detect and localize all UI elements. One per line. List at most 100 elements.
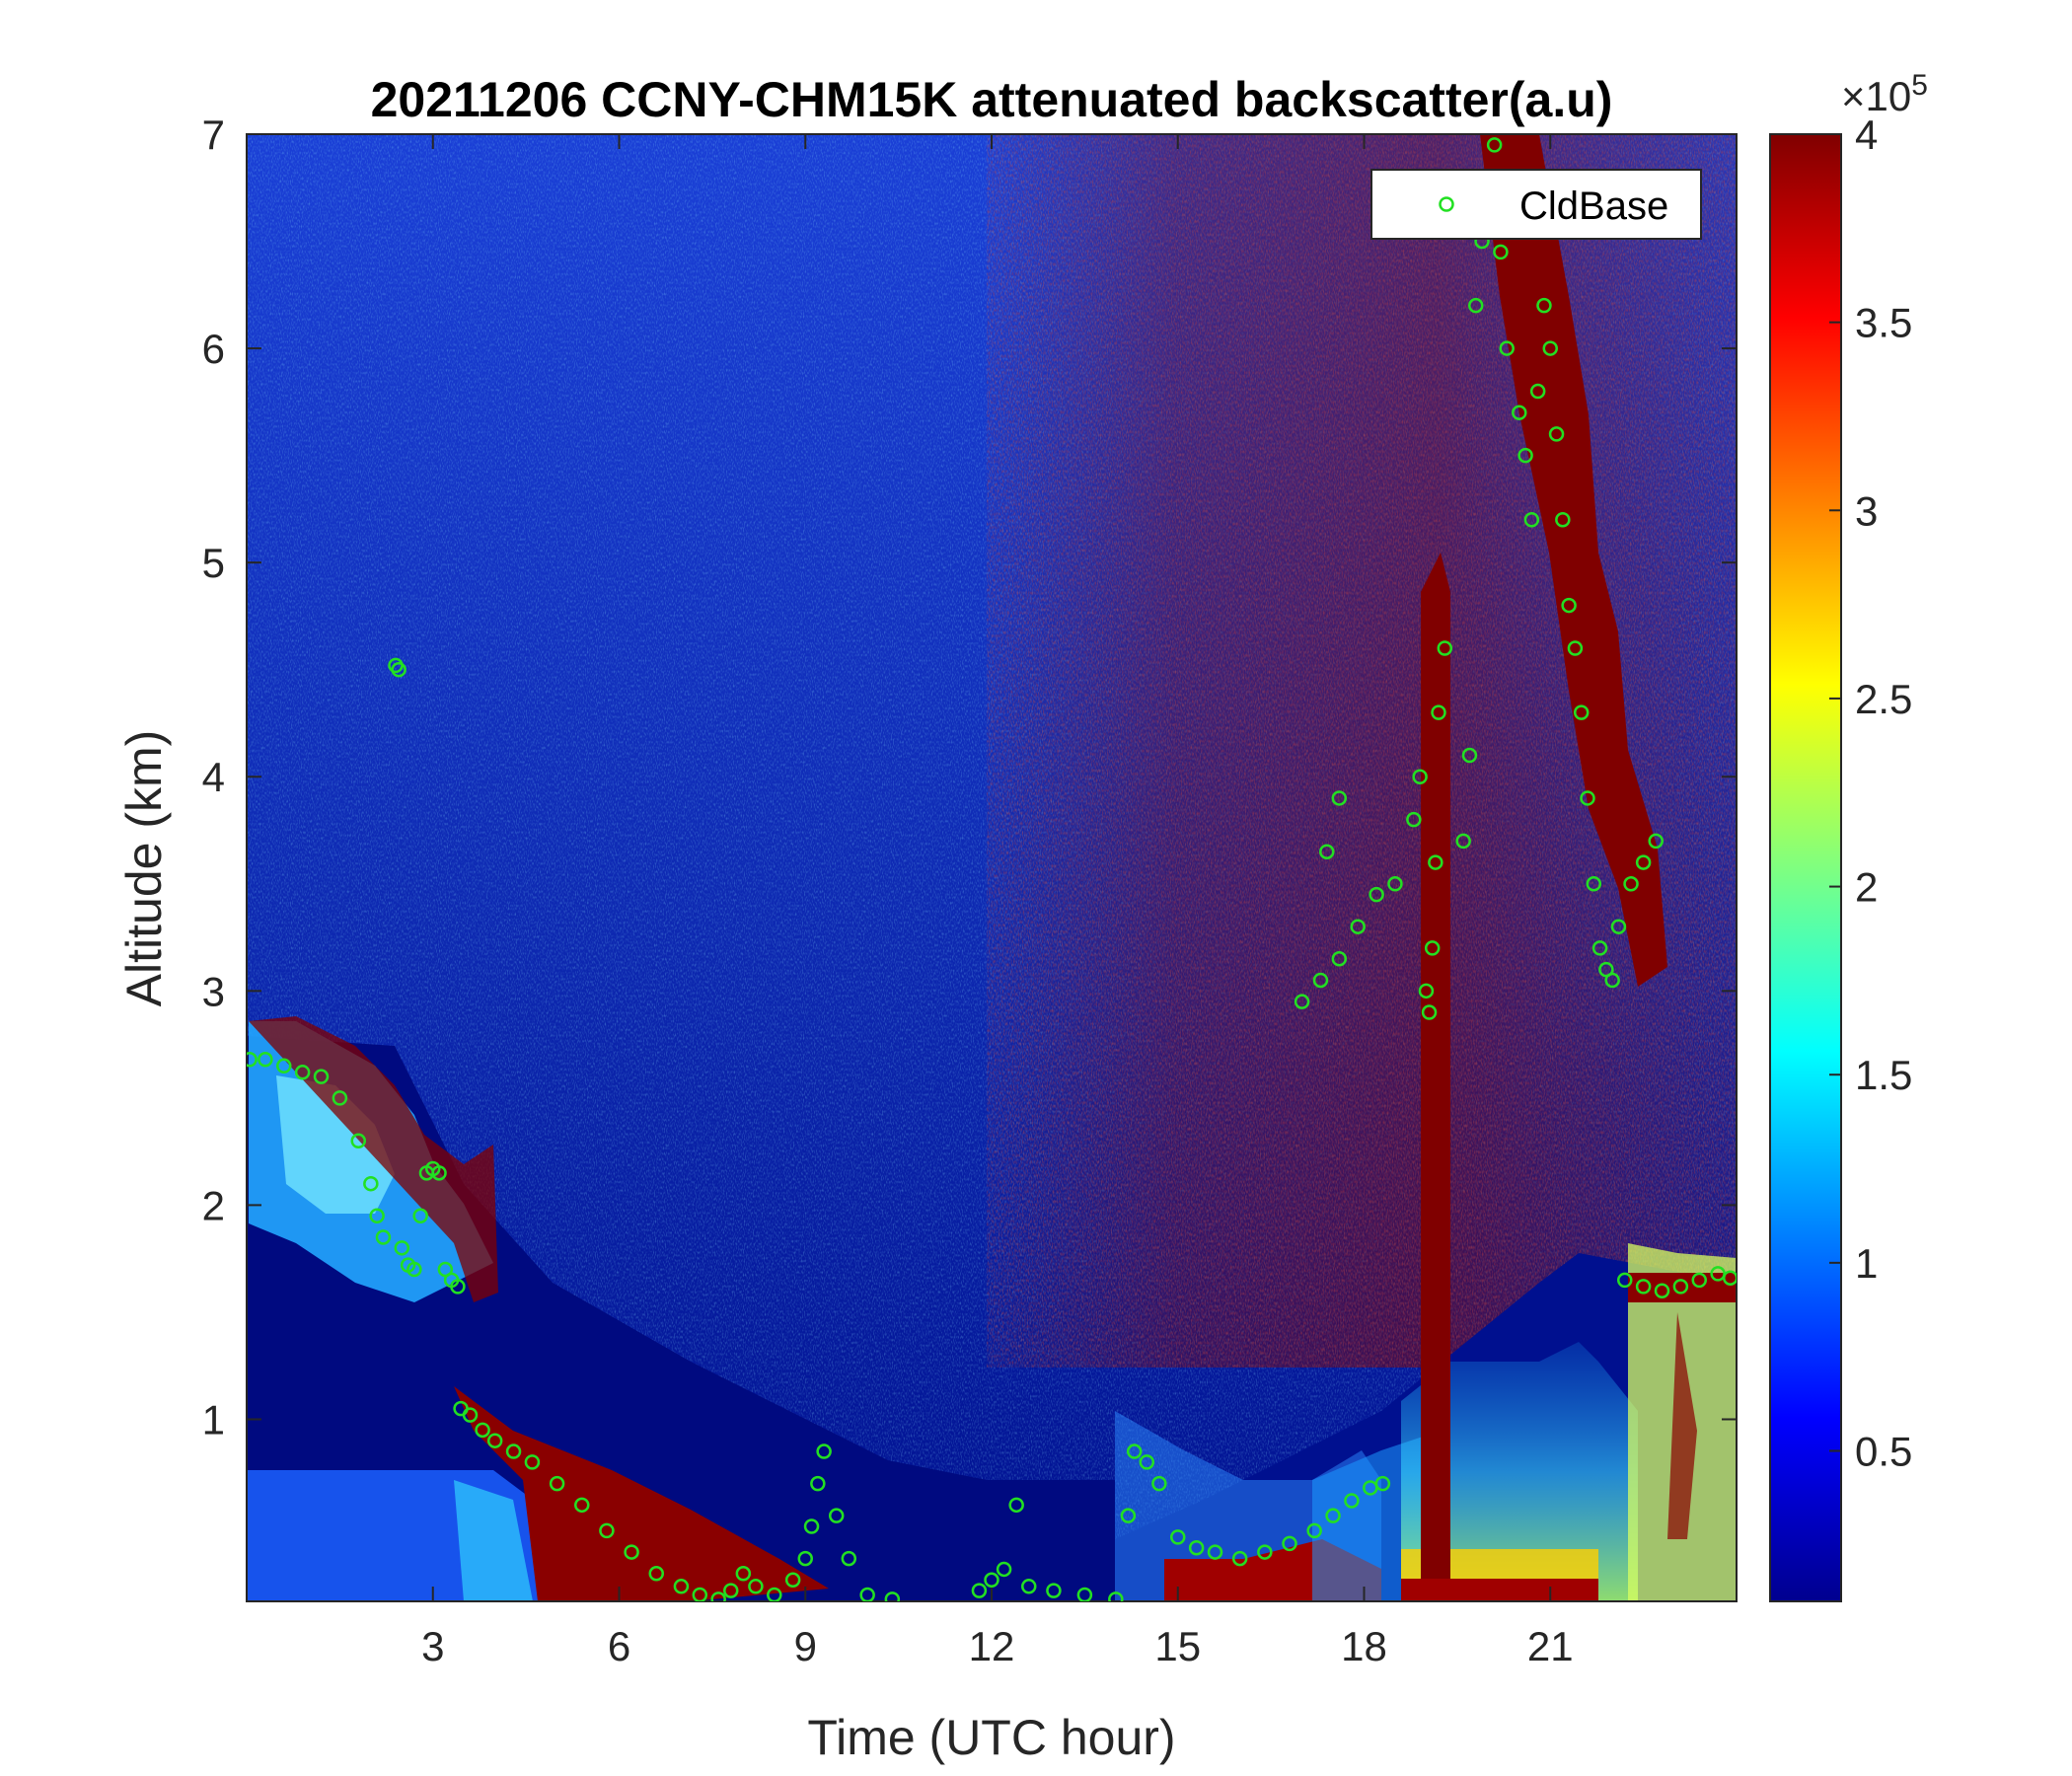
cldbase-point bbox=[1523, 511, 1540, 528]
cldbase-point bbox=[486, 1433, 503, 1448]
cldbase-point bbox=[767, 1587, 782, 1601]
x-tick-label: 18 bbox=[1341, 1623, 1387, 1669]
cldbase-point bbox=[276, 1058, 292, 1074]
cldbase-point bbox=[1486, 137, 1503, 153]
y-tick-label: 4 bbox=[202, 754, 225, 800]
cldbase-point bbox=[350, 1133, 366, 1149]
colorbar-exponent-prefix: ×10 bbox=[1841, 73, 1911, 119]
legend: CldBase bbox=[1370, 169, 1702, 240]
cldbase-point bbox=[1431, 704, 1446, 720]
cldbase-point bbox=[369, 1208, 385, 1224]
cldbase-point bbox=[803, 1518, 820, 1534]
cldbase-point bbox=[884, 1591, 901, 1601]
y-axis-ticks: 1 2 3 4 5 6 7 bbox=[202, 111, 1737, 1443]
cldbase-point bbox=[1331, 951, 1348, 967]
cldbase-point bbox=[407, 1261, 422, 1278]
cldbase-point bbox=[1517, 447, 1533, 464]
cldbase-point bbox=[258, 1052, 273, 1068]
cldbase-point bbox=[1648, 833, 1664, 850]
cldbase-point bbox=[1412, 769, 1428, 784]
cldbase-point bbox=[313, 1069, 330, 1084]
cldbase-point bbox=[1455, 833, 1471, 850]
cldbase-point bbox=[1623, 876, 1639, 892]
x-tick-label: 9 bbox=[794, 1623, 817, 1669]
cldbase-point bbox=[1548, 426, 1565, 442]
y-tick-label: 2 bbox=[202, 1182, 225, 1228]
colorbar-tick-label: 1.5 bbox=[1855, 1052, 1912, 1098]
cldbase-point bbox=[859, 1587, 875, 1601]
cldbase-point bbox=[797, 1550, 813, 1567]
cldbase-point bbox=[1008, 1497, 1024, 1514]
colorbar-tick-label: 3.5 bbox=[1855, 300, 1912, 346]
colorbar-ticks: 0.5 1 1.5 2 2.5 3 3.5 4 bbox=[1829, 111, 1912, 1474]
colorbar-tick-label: 0.5 bbox=[1855, 1428, 1912, 1474]
cldbase-point bbox=[599, 1522, 615, 1539]
cldbase-point bbox=[1512, 405, 1527, 420]
cldbase-point bbox=[1580, 790, 1595, 806]
cldbase-point bbox=[1586, 876, 1602, 892]
cldbase-point bbox=[816, 1443, 832, 1459]
cldbase-point bbox=[1536, 297, 1552, 314]
x-tick-label: 3 bbox=[421, 1623, 444, 1669]
cldbase-point bbox=[1561, 597, 1577, 614]
cldbase-point bbox=[294, 1065, 311, 1080]
cldbase-point bbox=[748, 1579, 764, 1594]
y-tick-label: 3 bbox=[202, 968, 225, 1014]
cldbase-point bbox=[1319, 844, 1335, 859]
cldbase-point bbox=[1108, 1591, 1124, 1601]
y-tick-label: 6 bbox=[202, 326, 225, 372]
cldbase-point bbox=[1499, 340, 1515, 356]
cldbase-point bbox=[450, 1279, 466, 1295]
cldbase-point bbox=[1610, 919, 1627, 934]
legend-box bbox=[1370, 169, 1702, 240]
colorbar-tick-label: 1 bbox=[1855, 1240, 1878, 1287]
cldbase-point bbox=[1542, 340, 1558, 356]
cldbase-point bbox=[1282, 1535, 1297, 1552]
cldbase-point bbox=[332, 1090, 348, 1106]
cldbase-point bbox=[1428, 854, 1443, 870]
cldbase-point bbox=[1493, 244, 1509, 260]
x-tick-label: 6 bbox=[608, 1623, 630, 1669]
cldbase-point bbox=[1312, 972, 1329, 989]
cldbase-point bbox=[1468, 297, 1484, 314]
cldbase-point bbox=[375, 1229, 392, 1245]
cldbase-point bbox=[996, 1561, 1012, 1578]
cldbase-point bbox=[723, 1583, 739, 1598]
colorbar-tick-label: 4 bbox=[1855, 111, 1878, 158]
cldbase-point bbox=[1170, 1529, 1186, 1545]
cldbase-point bbox=[1722, 1270, 1737, 1286]
cldbase-point bbox=[735, 1566, 752, 1582]
cldbase-point bbox=[1257, 1544, 1273, 1560]
cldbase-point bbox=[1344, 1493, 1360, 1509]
cldbase-point bbox=[1188, 1539, 1205, 1556]
cldbase-point bbox=[1021, 1579, 1037, 1594]
cldbase-point bbox=[1573, 704, 1590, 720]
cldbase-point bbox=[505, 1443, 522, 1459]
colorbar-exponent-power: 5 bbox=[1911, 69, 1928, 102]
cldbase-point bbox=[1139, 1454, 1155, 1470]
cldbase-point bbox=[1046, 1583, 1062, 1598]
x-tick-label: 15 bbox=[1154, 1623, 1201, 1669]
cldbase-point bbox=[1461, 747, 1478, 764]
cldbase-point bbox=[710, 1591, 726, 1601]
y-axis-label: Altitude (km) bbox=[116, 730, 172, 1007]
x-tick-label: 21 bbox=[1527, 1623, 1574, 1669]
colorbar-tick-label: 2 bbox=[1855, 864, 1878, 911]
colorbar-exponent: ×105 bbox=[1841, 69, 1928, 119]
cldbase-point bbox=[1231, 1550, 1248, 1567]
legend-label: CldBase bbox=[1519, 185, 1668, 228]
cldbase-point bbox=[524, 1454, 541, 1470]
cldbase-point bbox=[841, 1550, 857, 1567]
cldbase-point bbox=[1424, 940, 1441, 956]
cldbase-point bbox=[1331, 790, 1348, 806]
cldbase-point bbox=[1437, 640, 1453, 656]
cldbase-point bbox=[1126, 1443, 1143, 1459]
cldbase-point bbox=[1591, 940, 1608, 956]
cldbase-point bbox=[971, 1583, 988, 1598]
cldbase-point bbox=[648, 1566, 664, 1582]
cldbase-point bbox=[1691, 1272, 1707, 1289]
cldbase-point bbox=[412, 1208, 428, 1224]
cldbase-markers bbox=[247, 137, 1737, 1601]
cldbase-point bbox=[673, 1579, 690, 1594]
backscatter-heatmap bbox=[247, 134, 1737, 1601]
